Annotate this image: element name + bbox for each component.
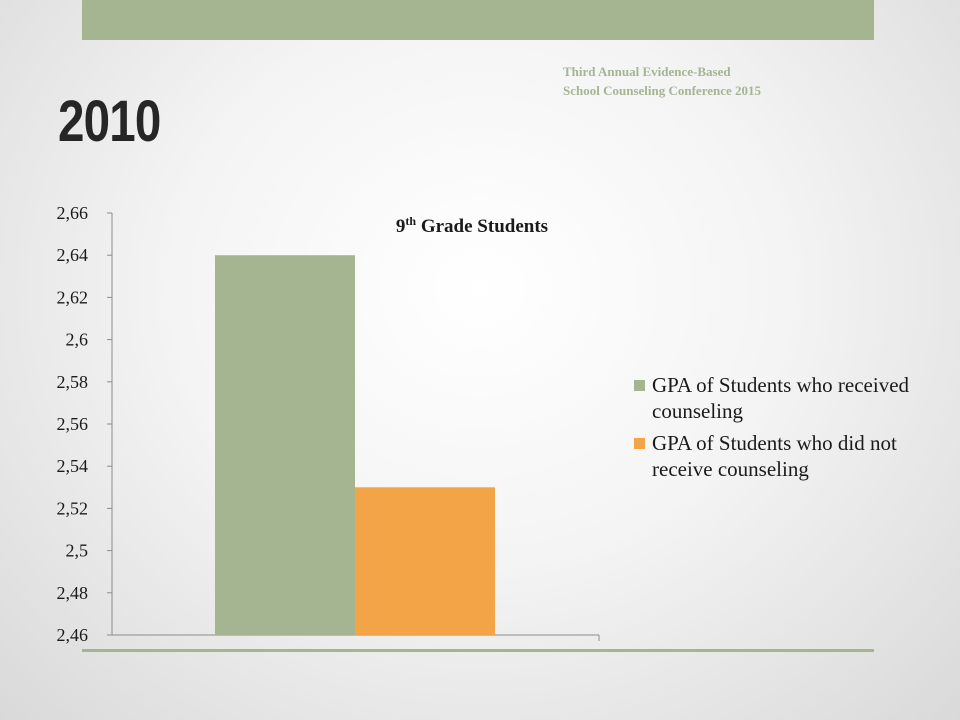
legend-item-no-counseling: GPA of Students who did not receive coun… — [634, 430, 934, 482]
legend-item-counseling: GPA of Students who received counseling — [634, 372, 934, 424]
y-tick-label: 2,54 — [57, 456, 89, 476]
y-tick-label: 2,52 — [57, 498, 89, 518]
y-tick-label: 2,6 — [66, 330, 89, 350]
bar-no-counseling — [355, 487, 495, 635]
slide-title: 2010 — [58, 89, 161, 154]
header-accent-bar — [82, 0, 874, 40]
y-tick-label: 2,5 — [66, 541, 89, 561]
y-tick-label: 2,46 — [57, 625, 89, 645]
conference-caption: Third Annual Evidence-Based School Couns… — [563, 64, 762, 98]
legend-label-no-counseling: GPA of Students who did not receive coun… — [652, 431, 897, 481]
legend-swatch-no-counseling — [634, 438, 645, 449]
chart-legend: GPA of Students who received counseling … — [634, 372, 934, 488]
y-tick-label: 2,56 — [57, 414, 89, 434]
y-tick-label: 2,62 — [57, 287, 89, 307]
chart-title: 9th Grade Students — [396, 214, 548, 237]
legend-label-counseling: GPA of Students who received counseling — [652, 373, 910, 423]
y-tick-label: 2,66 — [57, 203, 89, 223]
bars — [215, 255, 495, 635]
y-tick-label: 2,64 — [57, 245, 89, 265]
y-tick-label: 2,48 — [57, 583, 89, 603]
bar-counseling — [215, 255, 355, 635]
footer-accent-line — [82, 649, 874, 652]
y-axis: 2,46 2,48 2,5 2,52 2,54 2,56 2,58 2,6 2,62 2,64 2,… — [57, 203, 600, 645]
legend-swatch-counseling — [634, 380, 645, 391]
y-tick-label: 2,58 — [57, 372, 89, 392]
